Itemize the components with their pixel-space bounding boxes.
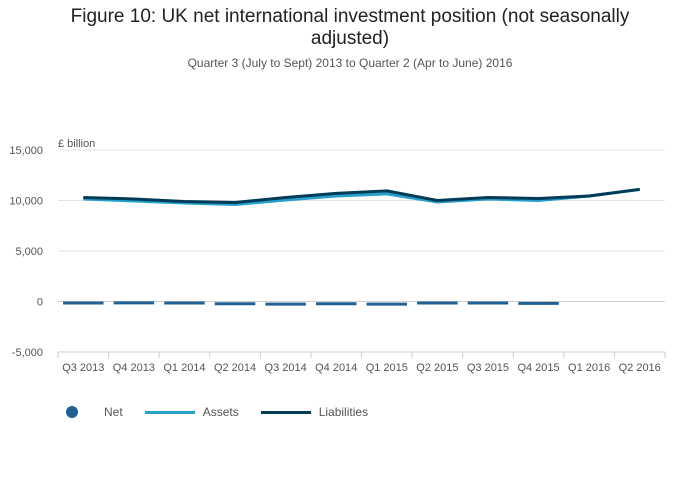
x-tick-label: Q1 2015 xyxy=(366,362,408,374)
line-chart: £ billion 15,000 10,000 5,000 0 -5,000 Q3 20… xyxy=(9,138,666,374)
y-tick-label: 10,000 xyxy=(9,196,43,208)
x-tick-label: Q4 2014 xyxy=(315,362,357,374)
x-tick-label: Q2 2016 xyxy=(619,362,661,374)
legend-assets-label: Assets xyxy=(202,405,239,419)
liabilities-series-line[interactable] xyxy=(83,187,640,205)
x-axis-ticks: Q3 2013 Q4 2013 Q1 2014 Q2 2014 Q3 2014 Q4 20… xyxy=(57,351,666,374)
x-tick-label: Q1 2014 xyxy=(163,362,205,374)
legend-liabilities-swatch xyxy=(260,410,311,414)
y-tick-label: -5,000 xyxy=(12,347,43,359)
x-tick-label: Q3 2014 xyxy=(265,362,307,374)
legend: Net Assets Liabilities xyxy=(66,405,390,419)
y-axis-unit-label: £ billion xyxy=(58,138,95,150)
legend-liabilities-label: Liabilities xyxy=(318,405,369,419)
x-tick-label: Q3 2015 xyxy=(467,362,509,374)
y-tick-label: 15,000 xyxy=(9,145,43,157)
assets-series-line[interactable] xyxy=(83,187,640,207)
series-group xyxy=(63,187,640,306)
chart-subtitle: Quarter 3 (July to Sept) 2013 to Quarter… xyxy=(187,56,513,70)
legend-item-assets[interactable]: Assets xyxy=(144,405,239,419)
y-axis-ticks: 15,000 10,000 5,000 0 -5,000 xyxy=(9,145,43,359)
legend-assets-swatch xyxy=(144,410,195,414)
x-tick-label: Q3 2013 xyxy=(62,362,104,374)
chart-title: Figure 10: UK net international investme… xyxy=(70,6,630,49)
legend-item-net[interactable]: Net xyxy=(66,405,123,419)
legend-net-swatch xyxy=(66,406,78,418)
x-tick-label: Q4 2013 xyxy=(113,362,155,374)
y-tick-label: 0 xyxy=(37,297,43,309)
legend-item-liabilities[interactable]: Liabilities xyxy=(260,405,369,419)
x-tick-label: Q2 2015 xyxy=(416,362,458,374)
legend-net-label: Net xyxy=(104,405,123,419)
x-tick-label: Q4 2015 xyxy=(517,362,559,374)
x-tick-label: Q1 2016 xyxy=(568,362,610,374)
gridlines xyxy=(58,149,665,353)
x-tick-label: Q2 2014 xyxy=(214,362,256,374)
y-tick-label: 5,000 xyxy=(15,246,43,258)
